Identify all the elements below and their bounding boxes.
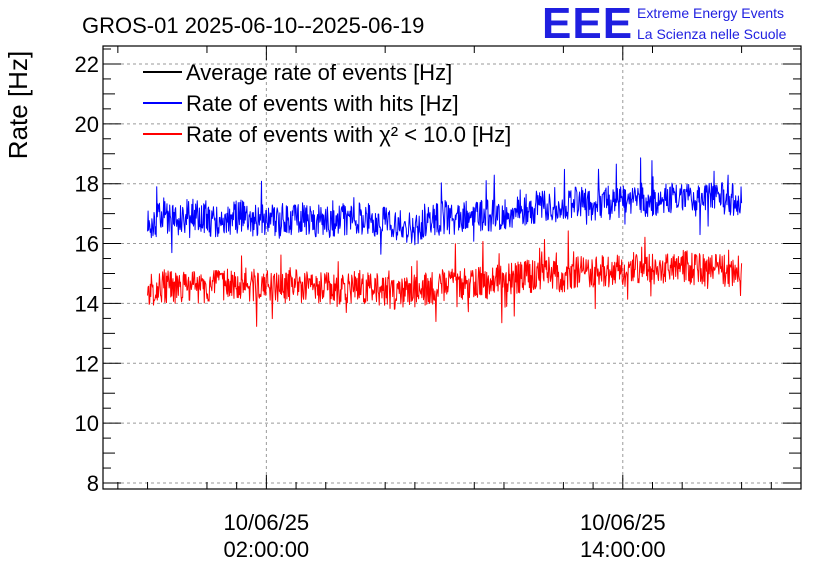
y-tick-label: 8 xyxy=(87,471,99,496)
y-tick-label: 20 xyxy=(75,112,99,137)
eee-logo-line1: Extreme Energy Events xyxy=(637,5,784,21)
chart-title: GROS-01 2025-06-10--2025-06-19 xyxy=(82,13,424,38)
y-tick-label: 22 xyxy=(75,52,99,77)
x-tick-label-date: 10/06/25 xyxy=(224,510,310,535)
plot-area xyxy=(147,157,743,327)
x-tick-label-date: 10/06/25 xyxy=(580,510,666,535)
y-axis-label: Rate [Hz] xyxy=(3,51,33,159)
legend: Average rate of events [Hz] Rate of even… xyxy=(143,60,511,147)
grid xyxy=(103,46,801,489)
eee-logo: EEE Extreme Energy Events La Scienza nel… xyxy=(542,0,787,48)
y-tick-label: 14 xyxy=(75,291,99,316)
plot-frame xyxy=(102,45,802,490)
series-line-chi2 xyxy=(147,230,743,327)
x-tick-label-time: 02:00:00 xyxy=(224,537,310,562)
legend-label-chi2: Rate of events with χ² < 10.0 [Hz] xyxy=(186,122,511,147)
y-tick-label: 16 xyxy=(75,232,99,257)
y-tick-label: 18 xyxy=(75,172,99,197)
y-tick-label: 10 xyxy=(75,411,99,436)
axes: 81012141618202210/06/2502:00:0010/06/251… xyxy=(75,46,801,562)
legend-label-average: Average rate of events [Hz] xyxy=(186,60,452,85)
x-tick-label-time: 14:00:00 xyxy=(580,537,666,562)
series-line-hits xyxy=(147,157,743,255)
y-tick-label: 12 xyxy=(75,351,99,376)
eee-logo-line2: La Scienza nelle Scuole xyxy=(637,26,787,42)
eee-logo-mark: EEE xyxy=(542,0,633,48)
legend-label-hits: Rate of events with hits [Hz] xyxy=(186,91,459,116)
